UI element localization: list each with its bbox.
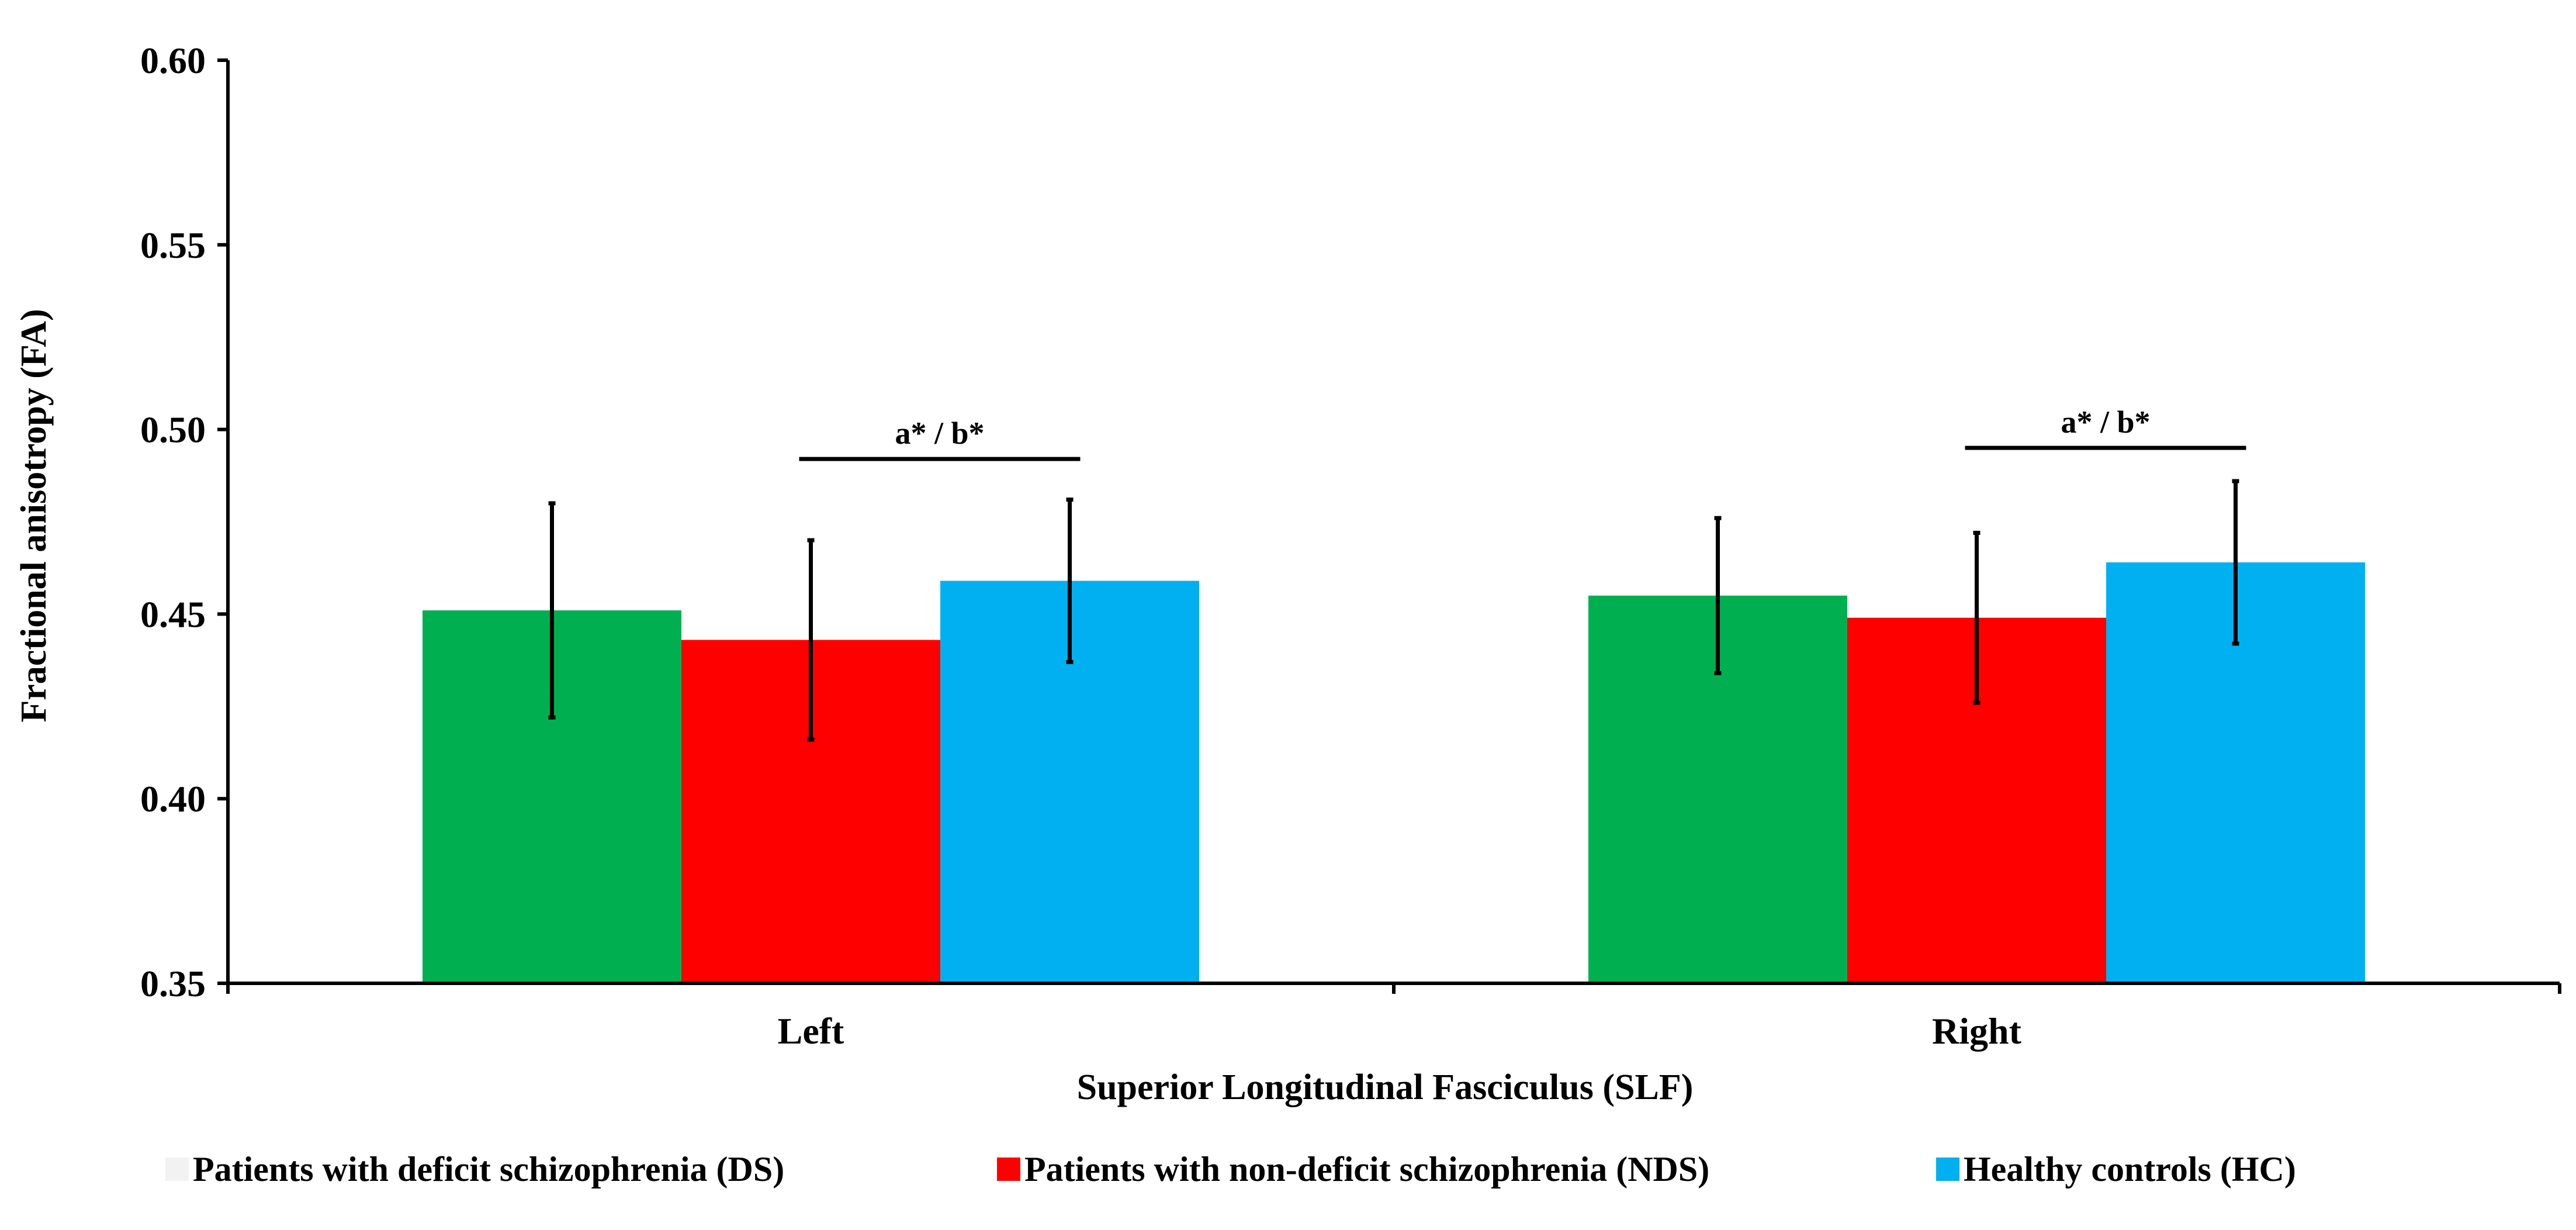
y-tick-label: 0.35 [140,963,206,1004]
y-tick-label: 0.45 [140,593,206,635]
error-bars-layer [548,479,2239,742]
significance-label-right: a* / b* [2061,405,2150,440]
y-tick-label: 0.50 [140,409,206,451]
legend-swatch-series-2 [997,1158,1020,1181]
y-tick-label: 0.55 [140,224,206,266]
axes-layer [217,58,2561,994]
x-category-label-right: Right [1932,1010,2022,1052]
significance-annotations: a* / b* a* / b* [799,405,2246,461]
legend-label-series-3: Healthy controls (HC) [1964,1150,2296,1188]
y-tick-label: 0.60 [140,40,206,81]
legend-label-series-1: Patients with deficit schizophrenia (DS) [193,1150,784,1188]
x-axis-title: Superior Longitudinal Fasciculus (SLF) [1077,1067,1694,1107]
y-tick-labels: 0.35 0.40 0.45 0.50 0.55 0.60 [140,40,206,1004]
x-category-labels: Left Right [778,1010,2022,1052]
significance-label-left: a* / b* [895,416,984,451]
legend-swatch-series-1 [165,1158,189,1181]
bars-layer [423,562,2365,983]
legend-label-series-2: Patients with non-deficit schizophrenia … [1024,1150,1709,1188]
x-category-label-left: Left [778,1010,844,1052]
legend: Patients with deficit schizophrenia (DS)… [165,1150,2296,1188]
legend-swatch-series-3 [1936,1158,1959,1181]
y-tick-label: 0.40 [140,778,206,820]
y-axis-title: Fractional anisotropy (FA) [14,309,54,722]
